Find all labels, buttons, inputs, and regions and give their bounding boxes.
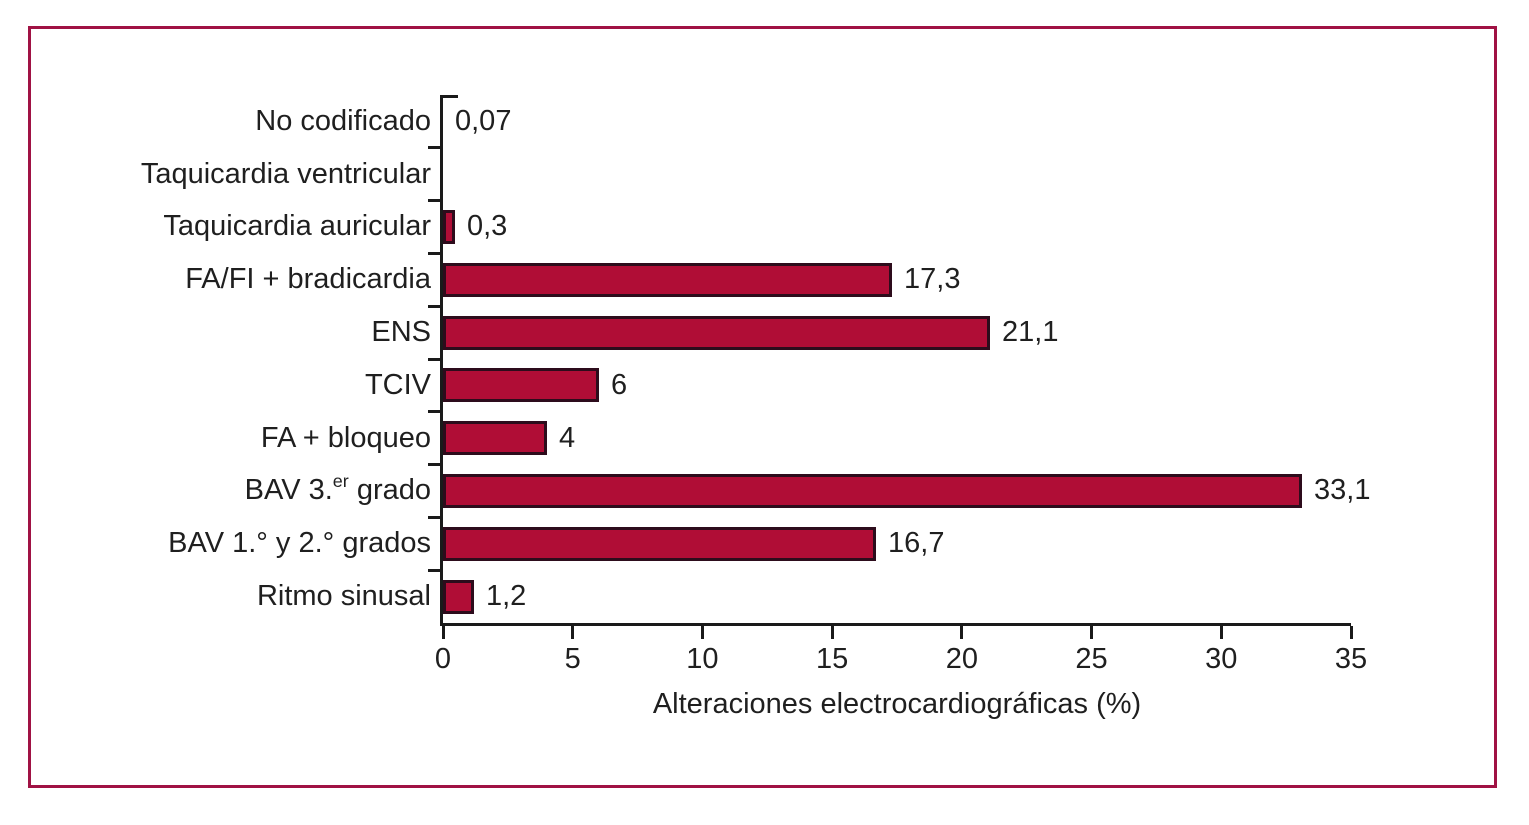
x-tick-label: 35 <box>1334 643 1368 675</box>
y-axis-line <box>440 95 443 623</box>
chart-row: TCIV 6 <box>365 359 1351 412</box>
x-axis-tick <box>830 626 834 639</box>
x-axis-tick <box>1349 626 1353 639</box>
bar <box>443 209 455 244</box>
y-axis-tick <box>428 357 440 361</box>
x-tick-label: 25 <box>1075 643 1108 675</box>
x-axis-line <box>440 623 1351 626</box>
value-label: 33,1 <box>1314 474 1371 507</box>
x-axis-tick <box>1090 626 1094 639</box>
value-label: 0,07 <box>455 104 512 137</box>
category-label: Taquicardia ventricular <box>140 157 431 190</box>
chart-row: Ritmo sinusal 1,2 <box>257 570 1351 623</box>
bar <box>443 526 876 561</box>
x-axis-tick <box>1219 626 1223 639</box>
chart-row: ENS 21,1 <box>371 306 1351 359</box>
category-label: TCIV <box>364 368 431 401</box>
bar <box>443 315 990 350</box>
y-axis-tick <box>428 146 440 150</box>
x-tick-label: 5 <box>564 643 581 675</box>
category-label: No codificado <box>255 104 431 137</box>
y-axis-tick <box>428 515 440 519</box>
category-label: ENS <box>371 316 431 349</box>
y-axis-tick <box>428 251 440 255</box>
x-axis-tick <box>441 626 445 639</box>
chart-row: No codificado 0,07 <box>255 95 1351 148</box>
bar <box>443 473 1302 508</box>
y-axis-top-tick <box>443 95 458 98</box>
y-axis-tick <box>428 463 440 467</box>
chart-row: Taquicardia ventricular <box>141 148 1351 201</box>
x-tick-label: 10 <box>686 643 719 675</box>
bars-container: No codificado 0,07 Taquicardia ventricular… <box>141 95 1370 623</box>
figure-frame: No codificado 0,07 Taquicardia ventricular… <box>28 26 1497 788</box>
chart-row: FA + bloqueo 4 <box>261 412 1351 465</box>
x-tick-label: 0 <box>434 643 452 675</box>
x-tick-label: 15 <box>816 643 849 675</box>
chart-row: BAV 1.° y 2.° grados 16,7 <box>168 517 1351 570</box>
y-axis-tick <box>428 568 440 572</box>
category-label: Ritmo sinusal <box>256 580 431 613</box>
value-label: 16,7 <box>888 527 945 560</box>
x-axis-title: Alteraciones electrocardiográficas (%) <box>652 688 1142 720</box>
y-axis-tick <box>428 199 440 203</box>
value-label: 17,3 <box>904 263 961 296</box>
x-tick-label: 20 <box>945 643 978 675</box>
category-label: FA/FI + bradicardia <box>185 263 431 296</box>
bar <box>443 421 547 456</box>
x-tick-label: 30 <box>1205 643 1238 675</box>
x-axis-tick <box>700 626 704 639</box>
value-label: 4 <box>559 421 576 454</box>
bar <box>443 262 892 297</box>
y-axis-tick <box>428 410 440 414</box>
bar <box>443 368 599 403</box>
value-label: 6 <box>611 368 628 401</box>
bar <box>443 579 474 614</box>
category-label: BAV 1.° y 2.° grados <box>168 527 431 560</box>
x-axis-tick <box>571 626 575 639</box>
y-axis-tick <box>428 304 440 308</box>
x-axis-tick <box>960 626 964 639</box>
value-label: 21,1 <box>1002 316 1059 349</box>
chart-row: BAV 3.er grado 33,1 <box>245 465 1370 518</box>
chart-row: FA/FI + bradicardia 17,3 <box>185 253 1351 306</box>
category-label: BAV 3.er grado <box>244 470 431 507</box>
value-label: 0,3 <box>467 210 508 243</box>
category-label: FA + bloqueo <box>260 421 431 454</box>
chart-row: Taquicardia auricular 0,3 <box>163 201 1351 254</box>
value-label: 1,2 <box>486 580 527 613</box>
category-label: Taquicardia auricular <box>163 210 431 243</box>
plot-area: No codificado 0,07 Taquicardia ventricular… <box>141 95 1370 720</box>
